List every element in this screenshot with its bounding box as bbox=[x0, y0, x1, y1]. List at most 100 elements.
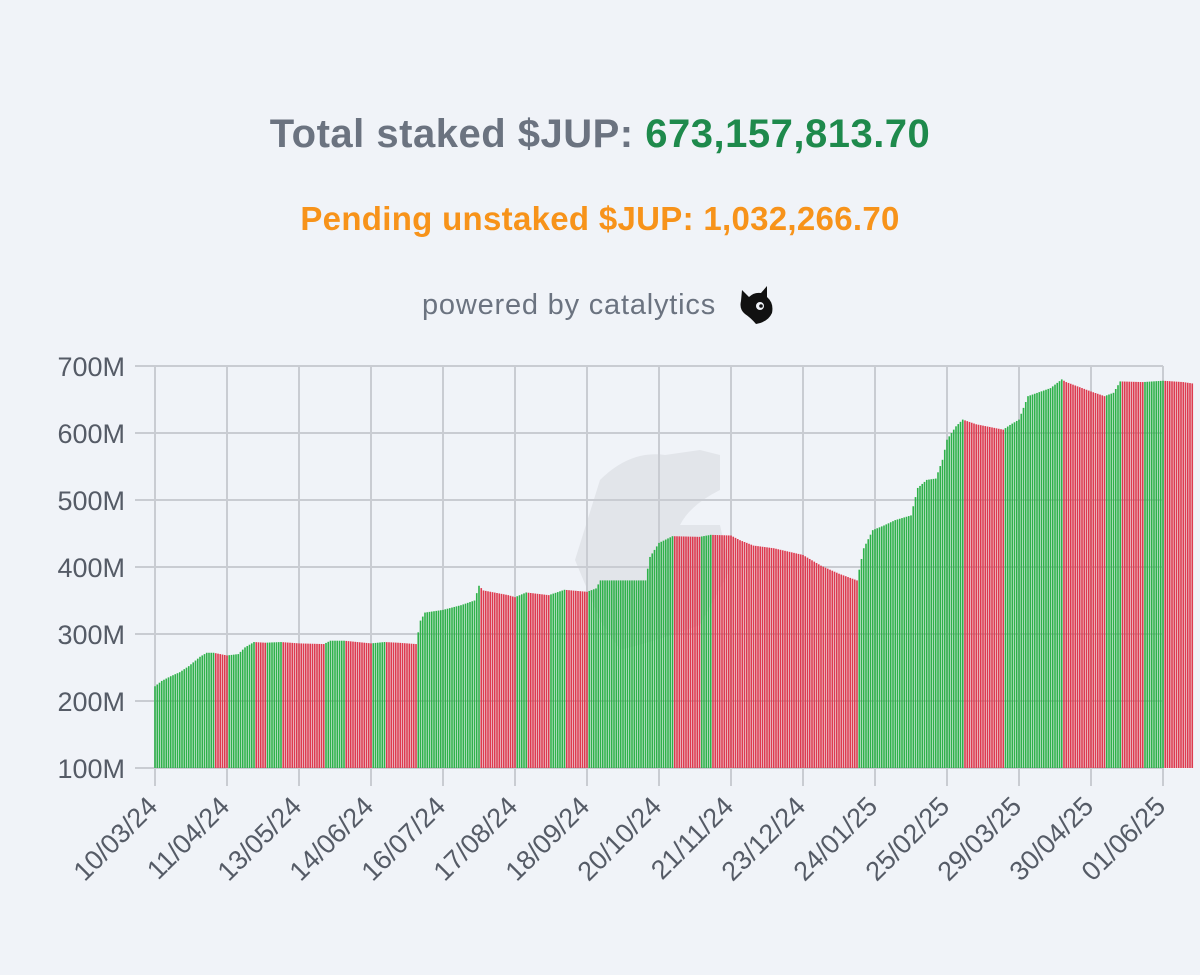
daily-bar bbox=[820, 565, 822, 768]
daily-bar bbox=[660, 541, 663, 768]
daily-bar bbox=[1157, 381, 1160, 768]
daily-bar bbox=[462, 604, 465, 768]
daily-bar bbox=[318, 643, 321, 768]
daily-bar bbox=[678, 536, 681, 768]
daily-bar bbox=[628, 580, 631, 768]
daily-bar bbox=[741, 541, 744, 768]
daily-bar bbox=[586, 591, 588, 768]
daily-bar bbox=[705, 535, 708, 768]
daily-bar bbox=[615, 580, 618, 768]
daily-bar bbox=[838, 573, 840, 768]
daily-bar bbox=[1078, 387, 1081, 768]
daily-bar bbox=[354, 641, 357, 768]
daily-bar bbox=[505, 594, 507, 768]
daily-bar bbox=[282, 642, 285, 768]
daily-bar bbox=[185, 667, 188, 768]
daily-bar bbox=[986, 426, 989, 768]
daily-bar bbox=[961, 419, 964, 768]
daily-bar bbox=[748, 543, 750, 768]
daily-bar bbox=[849, 577, 852, 768]
daily-bar bbox=[793, 552, 795, 768]
daily-bar bbox=[570, 590, 573, 768]
daily-bar bbox=[388, 642, 390, 768]
daily-bar bbox=[1189, 383, 1191, 768]
daily-bar bbox=[410, 643, 413, 768]
daily-bar bbox=[201, 655, 204, 768]
daily-bar bbox=[232, 654, 235, 768]
daily-bar bbox=[520, 594, 523, 768]
daily-bar bbox=[1123, 381, 1126, 768]
daily-bar bbox=[214, 653, 217, 768]
daily-bar bbox=[822, 566, 825, 768]
daily-bar bbox=[568, 590, 570, 768]
daily-bar bbox=[415, 644, 417, 768]
daily-bar bbox=[775, 548, 777, 768]
daily-bar bbox=[1067, 382, 1070, 768]
daily-bar bbox=[939, 466, 942, 768]
daily-bar bbox=[831, 570, 834, 768]
daily-bar bbox=[478, 585, 480, 768]
daily-bar bbox=[399, 642, 402, 768]
daily-bar bbox=[203, 654, 206, 768]
daily-bar bbox=[1105, 395, 1108, 768]
daily-bar bbox=[547, 595, 550, 768]
daily-bar bbox=[757, 546, 759, 768]
daily-bar bbox=[1045, 389, 1047, 768]
daily-bar bbox=[923, 481, 926, 768]
daily-bar bbox=[419, 620, 422, 768]
y-tick-label: 100M bbox=[57, 754, 125, 784]
daily-bar bbox=[302, 643, 305, 768]
daily-bar bbox=[219, 654, 222, 768]
daily-bar bbox=[725, 535, 728, 768]
daily-bar bbox=[721, 535, 723, 768]
daily-bar bbox=[817, 564, 820, 768]
daily-bar bbox=[165, 678, 168, 768]
daily-bar bbox=[1175, 381, 1178, 768]
daily-bar bbox=[455, 606, 458, 768]
daily-bar bbox=[617, 580, 620, 768]
daily-bar bbox=[424, 612, 426, 768]
daily-bar bbox=[502, 594, 505, 768]
daily-bar bbox=[597, 584, 600, 768]
daily-bar bbox=[653, 549, 656, 768]
daily-bar bbox=[498, 593, 501, 768]
daily-bar bbox=[770, 547, 773, 768]
daily-bar bbox=[563, 589, 566, 768]
daily-bar bbox=[212, 652, 215, 768]
daily-bar bbox=[298, 643, 300, 768]
daily-bar bbox=[910, 515, 912, 768]
daily-bar bbox=[622, 580, 624, 768]
daily-bar bbox=[592, 589, 595, 768]
daily-bar bbox=[327, 641, 330, 768]
daily-bar bbox=[374, 642, 377, 768]
daily-bar bbox=[561, 590, 564, 768]
daily-bar bbox=[599, 580, 602, 768]
daily-bar bbox=[264, 642, 267, 768]
daily-bar bbox=[525, 592, 528, 768]
daily-bar bbox=[385, 642, 388, 768]
daily-bar bbox=[190, 664, 192, 768]
daily-bar bbox=[734, 537, 737, 768]
daily-bar bbox=[626, 580, 629, 768]
daily-bar bbox=[1022, 407, 1025, 768]
y-axis-labels: 100M 200M 300M 400M 500M 600M 700M bbox=[57, 352, 125, 784]
daily-bar bbox=[1069, 383, 1072, 768]
daily-bar bbox=[1099, 394, 1101, 768]
daily-bar bbox=[379, 642, 381, 768]
daily-bar bbox=[1119, 381, 1122, 768]
daily-bar bbox=[1085, 389, 1088, 768]
daily-bar bbox=[709, 534, 712, 768]
daily-bar bbox=[903, 517, 906, 768]
daily-bar bbox=[642, 580, 645, 768]
daily-bar bbox=[331, 640, 334, 768]
daily-bar bbox=[289, 642, 291, 768]
daily-bar bbox=[739, 540, 741, 768]
daily-bar bbox=[340, 640, 343, 768]
daily-bar bbox=[268, 642, 271, 768]
daily-bar bbox=[1006, 426, 1009, 768]
daily-bar bbox=[1132, 381, 1135, 768]
daily-bar bbox=[867, 539, 870, 768]
daily-bar bbox=[979, 425, 982, 768]
daily-bar bbox=[1027, 396, 1029, 768]
daily-bar bbox=[336, 640, 339, 768]
